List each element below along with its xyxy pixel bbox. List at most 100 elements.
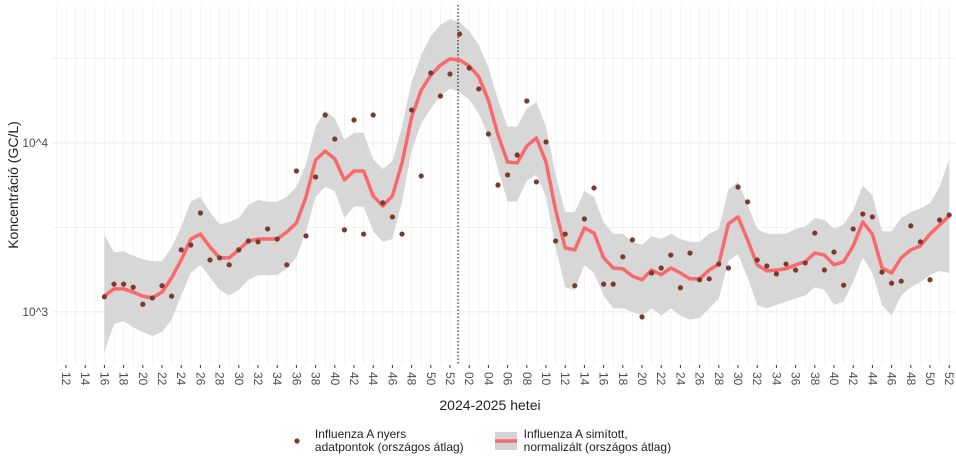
- data-point: [370, 112, 376, 118]
- data-point: [457, 31, 463, 37]
- data-point: [111, 281, 117, 287]
- data-point: [697, 277, 703, 283]
- data-point: [572, 283, 578, 289]
- data-point: [745, 199, 751, 205]
- x-tick-label: 22: [155, 372, 169, 386]
- legend-key: [494, 432, 517, 450]
- data-point: [706, 276, 712, 282]
- data-point: [764, 263, 770, 269]
- x-tick-label: 46: [885, 372, 899, 386]
- data-point: [293, 168, 299, 174]
- data-point: [514, 152, 520, 158]
- data-point: [793, 267, 799, 273]
- data-point: [908, 223, 914, 229]
- x-tick-label: 04: [481, 372, 495, 386]
- data-point: [543, 139, 549, 145]
- data-point: [879, 269, 885, 275]
- data-point: [332, 136, 338, 142]
- x-tick-label: 40: [827, 372, 841, 386]
- legend-swatch: [294, 438, 300, 444]
- data-point: [188, 242, 194, 248]
- data-point: [898, 278, 904, 284]
- data-point: [476, 86, 482, 92]
- x-tick-label: 48: [904, 372, 918, 386]
- data-point: [658, 265, 664, 271]
- y-tick-label: 10^4: [22, 136, 48, 150]
- data-point: [409, 107, 415, 113]
- data-point: [869, 214, 876, 220]
- x-tick-label: 28: [213, 372, 227, 386]
- data-point: [937, 217, 943, 223]
- data-point: [341, 227, 347, 233]
- x-tick-label: 34: [270, 372, 284, 386]
- data-point: [121, 281, 127, 287]
- data-point: [735, 184, 741, 190]
- x-tick-label: 14: [577, 372, 591, 386]
- x-tick-label: 44: [366, 372, 380, 386]
- x-tick-label: 34: [769, 372, 783, 386]
- data-point: [850, 226, 856, 232]
- data-point: [265, 226, 271, 232]
- data-point: [802, 260, 808, 266]
- data-point: [245, 238, 251, 244]
- data-point: [130, 284, 136, 290]
- data-point: [946, 212, 952, 218]
- data-point: [687, 250, 693, 256]
- data-point: [783, 261, 789, 267]
- chart: 2024-2025 hetei Koncentráció (GC/L) 10^3…: [5, 5, 956, 413]
- x-tick-label: 26: [693, 372, 707, 386]
- x-tick-label: 30: [731, 372, 745, 386]
- x-tick-label: 12: [558, 372, 572, 386]
- data-point: [629, 237, 636, 243]
- x-axis-label: 2024-2025 hetei: [439, 397, 540, 413]
- x-tick-label: 10: [539, 372, 553, 386]
- data-point: [428, 70, 434, 76]
- data-point: [399, 231, 405, 237]
- x-tick-label: 20: [635, 372, 649, 386]
- y-tick-label: 10^3: [22, 305, 48, 319]
- x-tick-label: 26: [193, 372, 207, 386]
- data-point: [495, 182, 501, 188]
- x-tick-label: 24: [174, 372, 188, 386]
- data-point: [313, 174, 319, 180]
- data-point: [831, 249, 837, 255]
- data-point: [226, 262, 232, 268]
- data-point: [207, 257, 213, 263]
- data-point: [562, 231, 568, 237]
- data-point: [389, 214, 395, 220]
- x-tick-label: 20: [136, 372, 150, 386]
- data-point: [101, 294, 107, 300]
- legend-item: Influenza A nyers adatpontok (országos á…: [285, 428, 464, 454]
- x-tick-label: 12: [59, 372, 73, 386]
- data-point: [725, 265, 732, 271]
- x-tick-label: 28: [712, 372, 726, 386]
- data-point: [620, 254, 626, 260]
- data-point: [917, 239, 924, 245]
- x-tick-label: 46: [385, 372, 399, 386]
- data-point: [812, 230, 818, 236]
- data-point: [236, 247, 242, 253]
- x-tick-label: 36: [789, 372, 803, 386]
- x-tick-label: 38: [808, 372, 822, 386]
- legend-key: [294, 438, 300, 444]
- x-tick-label: 24: [673, 372, 687, 386]
- data-point: [159, 283, 165, 289]
- data-point: [178, 247, 184, 253]
- data-point: [581, 216, 588, 222]
- data-point: [447, 71, 453, 77]
- x-tick-label: 36: [289, 372, 303, 386]
- data-point: [533, 179, 540, 185]
- x-tick-label: 18: [616, 372, 630, 386]
- data-point: [754, 257, 760, 263]
- x-tick-label: 14: [78, 372, 92, 386]
- data-point: [649, 270, 655, 276]
- x-tick-label: 50: [424, 372, 438, 386]
- x-tick-label: 38: [309, 372, 323, 386]
- smoothed-line: [103, 57, 951, 300]
- data-point: [169, 293, 175, 299]
- data-point: [524, 98, 530, 104]
- data-point: [466, 65, 472, 71]
- x-tick-label: 44: [865, 372, 879, 386]
- data-point: [860, 211, 866, 217]
